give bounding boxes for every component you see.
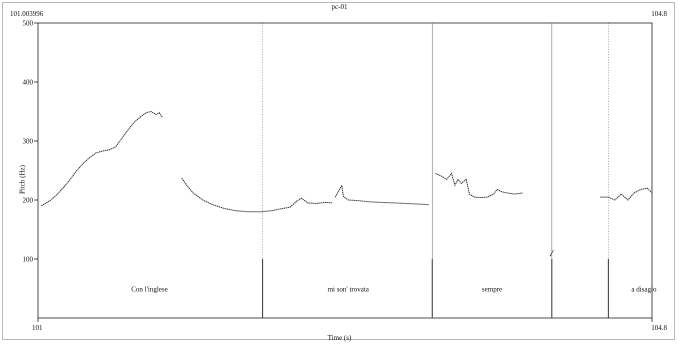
y-tick-label: 400 [23, 79, 34, 87]
top-right-time-label: 104.8 [651, 10, 667, 18]
x-start-label: 101 [32, 324, 43, 332]
x-end-label: 104.8 [651, 324, 667, 332]
chart-title: pc-01 [331, 3, 348, 11]
pitch-track [549, 249, 554, 257]
pitch-track [334, 183, 430, 206]
x-axis-label: Time (s) [327, 334, 352, 342]
pitch-track [40, 110, 163, 207]
y-tick-label: 500 [23, 20, 34, 28]
pitch-track [600, 187, 652, 201]
y-tick-label: 100 [23, 256, 34, 264]
y-tick-label: 200 [23, 197, 34, 205]
pitch-track [435, 172, 523, 199]
segment-label: a disagio [631, 286, 657, 294]
y-tick-label: 300 [23, 138, 34, 146]
top-left-time-label: 101.003996 [10, 10, 44, 18]
segment-label: mi son' trovata [328, 286, 370, 294]
segment-label: Con l'inglese [131, 286, 167, 294]
segment-label: sempre [482, 286, 502, 294]
chart-frame [2, 2, 675, 340]
plot-area-border [37, 22, 653, 319]
pitch-track [181, 177, 333, 213]
y-axis-label: Pitch (Hz) [18, 165, 27, 194]
